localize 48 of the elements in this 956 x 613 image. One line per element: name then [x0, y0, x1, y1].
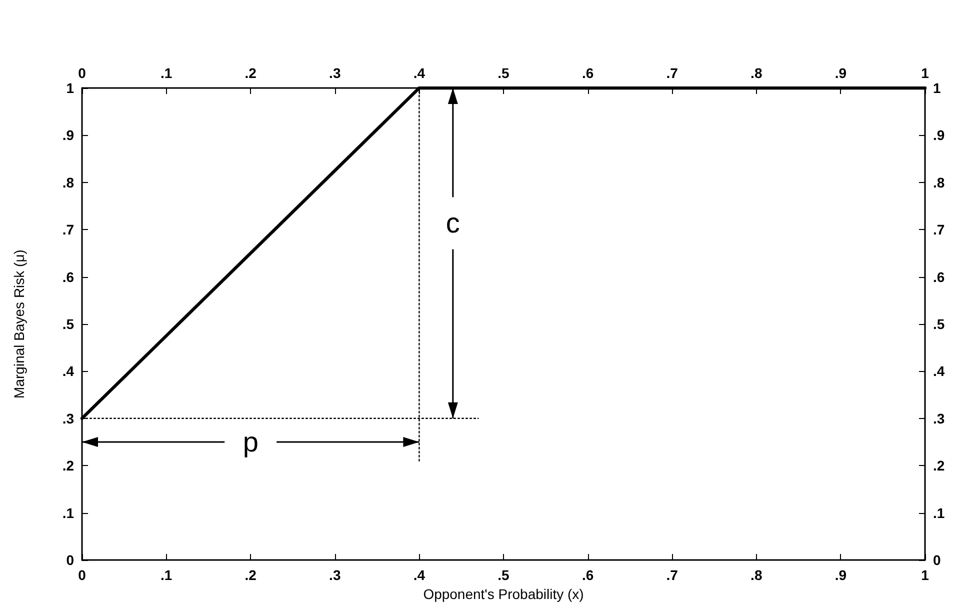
x2-tick-label: .4	[413, 65, 426, 81]
x-axis-title: Opponent's Probability (x)	[423, 586, 584, 602]
x-tick-label: 0	[78, 567, 86, 583]
x2-tick-label: .3	[329, 65, 341, 81]
x-tick-label: .4	[413, 567, 426, 583]
y-axis-title: Marginal Bayes Risk (μ)	[11, 250, 27, 398]
y2-tick-label: .3	[933, 410, 945, 426]
y-tick-label: .1	[62, 504, 74, 521]
y-tick-label: .4	[62, 363, 74, 380]
x-tick-label: .2	[244, 567, 257, 583]
x-tick-label: .6	[582, 567, 594, 583]
x2-tick-label: .6	[582, 65, 594, 81]
y2-tick-label: .2	[933, 458, 945, 474]
y2-tick-label: .9	[933, 127, 945, 144]
y-tick-label: .9	[62, 127, 74, 144]
x2-tick-label: .7	[666, 65, 678, 81]
y2-tick-label: .6	[933, 268, 945, 285]
x2-tick-label: .1	[160, 65, 172, 81]
x-tick-label: .3	[329, 567, 341, 583]
x2-tick-label: .5	[498, 65, 510, 81]
x-tick-label: .9	[834, 567, 847, 583]
y2-tick-label: 0	[933, 552, 941, 568]
y2-tick-label: .5	[933, 316, 945, 332]
x-tick-label: .5	[498, 567, 510, 583]
x2-tick-label: .8	[750, 65, 762, 81]
x2-tick-label: .9	[834, 65, 847, 81]
y-tick-label: .5	[62, 316, 74, 332]
y-tick-label: .8	[62, 174, 74, 190]
annotation: p	[242, 426, 258, 458]
y2-tick-label: 1	[933, 80, 941, 96]
x2-tick-label: 1	[921, 65, 930, 81]
x2-tick-label: .2	[244, 65, 257, 81]
y-tick-label: 0	[66, 552, 74, 568]
y-tick-label: 1	[66, 80, 74, 96]
y2-tick-label: .4	[933, 363, 945, 380]
x-tick-label: 1	[921, 567, 930, 583]
x2-tick-label: 0	[78, 65, 86, 81]
annotation: c	[446, 208, 460, 239]
y-tick-label: .7	[62, 222, 74, 238]
x-tick-label: .8	[750, 567, 762, 583]
y-tick-label: .6	[62, 268, 74, 285]
y-tick-label: .3	[62, 410, 74, 426]
y2-tick-label: .1	[933, 504, 945, 521]
y2-tick-label: .7	[933, 222, 945, 238]
y-tick-label: .2	[62, 458, 74, 474]
y2-tick-label: .8	[933, 174, 945, 190]
x-tick-label: .1	[160, 567, 172, 583]
x-tick-label: .7	[666, 567, 678, 583]
